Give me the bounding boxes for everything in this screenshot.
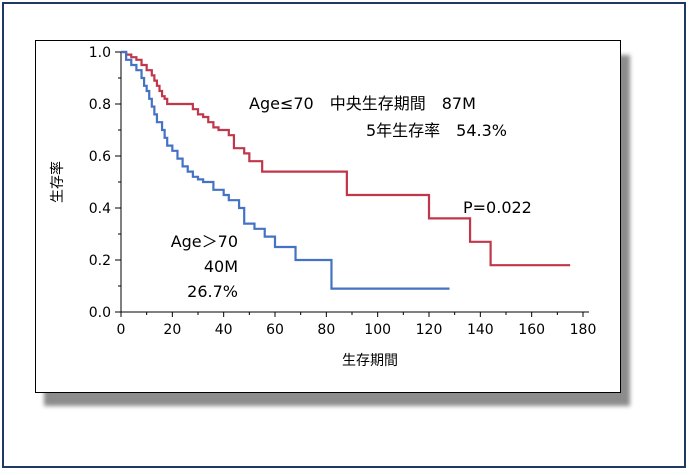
x-tick-label: 140 — [467, 322, 494, 338]
x-tick-label: 0 — [117, 322, 126, 338]
x-axis-label: 生存期間 — [342, 353, 398, 369]
x-tick-label: 180 — [570, 322, 597, 338]
x-tick-label: 40 — [215, 322, 233, 338]
annotation-upper-line2: 5年生存率 54.3% — [366, 121, 507, 140]
annotation-upper-line1: Age≤70 中央生存期間 87M — [249, 94, 476, 113]
y-tick-label: 0.4 — [89, 201, 111, 217]
y-tick-label: 0.8 — [89, 97, 111, 113]
annotation-lower-line1: Age＞70 — [171, 232, 238, 251]
y-tick-label: 0.2 — [89, 253, 111, 269]
ticks: 0 20 40 60 80 100 120 140 160 180 0.0 0.2 0.4 0.6 0.8 1… — [89, 45, 597, 338]
x-tick-label: 60 — [266, 322, 284, 338]
annotation-lower-line2: 40M — [204, 257, 238, 276]
y-tick-label: 0.6 — [89, 149, 111, 165]
chart-card — [35, 40, 621, 393]
y-tick-label: 0.0 — [89, 305, 111, 321]
y-axis-label: 生存率 — [49, 161, 66, 203]
annotation-pvalue: P=0.022 — [463, 198, 532, 217]
x-tick-label: 100 — [364, 322, 391, 338]
x-tick-label: 20 — [163, 322, 181, 338]
series-line-age-le-70 — [121, 50, 571, 267]
y-tick-label: 1.0 — [89, 45, 111, 61]
x-tick-label: 160 — [518, 322, 545, 338]
x-tick-label: 80 — [317, 322, 335, 338]
annotation-lower-line3: 26.7% — [187, 282, 238, 301]
x-tick-label: 120 — [416, 322, 443, 338]
series-line-age-gt-70 — [121, 50, 450, 290]
series — [121, 50, 571, 290]
axes — [120, 52, 589, 313]
